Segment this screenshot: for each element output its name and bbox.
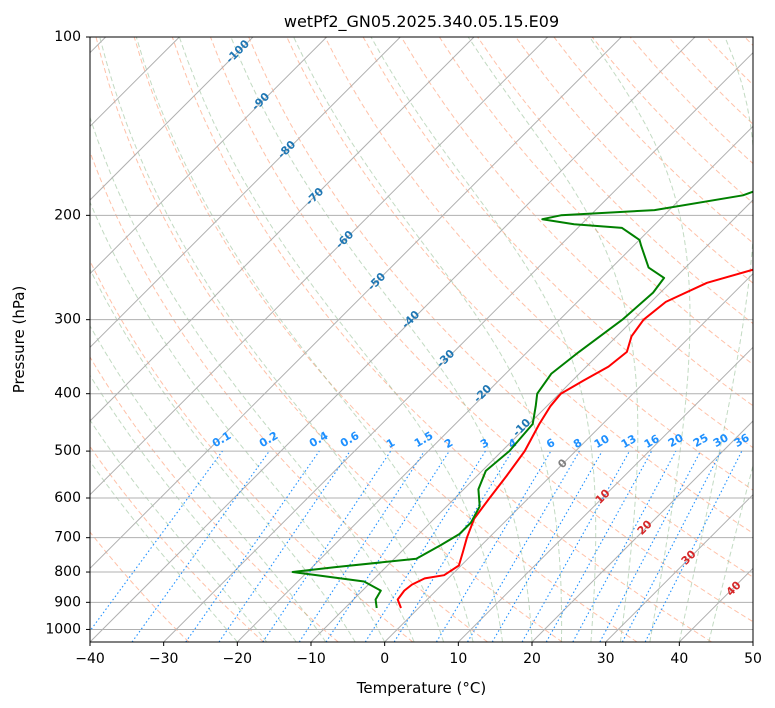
x-tick-label: −40 <box>75 651 105 667</box>
moist-adiabat <box>90 324 327 642</box>
mixing-ratio-line <box>545 450 653 642</box>
isotherm <box>605 493 753 642</box>
moist-adiabat <box>678 37 753 642</box>
moist-adiabat <box>99 37 445 642</box>
isotherm <box>90 37 254 201</box>
dry-adiabat <box>324 37 753 491</box>
moist-adiabat <box>589 37 691 642</box>
y-tick-label: 1000 <box>45 621 81 637</box>
moist-adiabat <box>708 463 753 642</box>
isotherm <box>457 346 753 642</box>
dry-adiabat <box>90 356 339 642</box>
x-tick-label: 20 <box>523 651 541 667</box>
isotherm <box>236 125 753 642</box>
chart-title: wetPf2_GN05.2025.340.05.15.E09 <box>284 12 559 32</box>
dry-adiabat <box>95 37 563 642</box>
moist-adiabat <box>90 268 356 642</box>
dry-adiabat <box>438 37 753 366</box>
dry-adiabat <box>248 37 753 578</box>
x-tick-label: −30 <box>149 651 179 667</box>
isotherm <box>531 420 753 642</box>
moist-adiabat <box>90 201 386 642</box>
y-tick-label: 800 <box>54 564 81 580</box>
moist-adiabat <box>90 115 415 642</box>
y-tick-label: 100 <box>54 29 81 45</box>
y-tick-label: 500 <box>54 443 81 459</box>
moist-adiabat <box>90 374 297 642</box>
mixing-ratio-line <box>393 450 513 642</box>
isotherm <box>90 37 549 496</box>
mixing-ratio-line <box>218 450 351 642</box>
isotherm <box>310 199 753 642</box>
x-tick-label: 0 <box>380 651 389 667</box>
mixing-ratio-line <box>435 450 552 642</box>
mixing-ratio-line <box>364 450 486 642</box>
y-tick-label: 600 <box>54 490 81 506</box>
dry-adiabat <box>210 37 753 623</box>
y-tick-label: 700 <box>54 530 81 546</box>
y-tick-label: 300 <box>54 312 81 328</box>
dry-adiabat <box>515 37 753 284</box>
x-tick-label: 40 <box>670 651 688 667</box>
dry-adiabat <box>90 531 190 642</box>
x-tick-label: −20 <box>223 651 253 667</box>
moist-adiabat <box>230 37 533 642</box>
mixing-ratio-line <box>185 450 320 642</box>
moist-adiabat <box>467 37 639 642</box>
dry-adiabat <box>90 445 264 642</box>
x-axis-label: Temperature (°C) <box>356 679 486 697</box>
x-tick-label: 10 <box>449 651 467 667</box>
x-tick-label: 50 <box>744 651 762 667</box>
moist-adiabat <box>90 419 268 642</box>
isotherm <box>90 37 696 642</box>
moist-adiabat <box>178 37 503 642</box>
mixing-ratio-line <box>572 450 677 642</box>
moist-adiabat <box>90 460 238 642</box>
x-tick-label: 30 <box>597 651 615 667</box>
y-tick-label: 900 <box>54 594 81 610</box>
plot-frame <box>89 36 754 643</box>
mixing-ratio-line <box>521 450 630 642</box>
mixing-ratio-line <box>325 450 450 642</box>
y-tick-label: 200 <box>54 207 81 223</box>
dry-adiabat <box>400 37 753 407</box>
isotherm <box>90 37 475 422</box>
mixing-ratio-line <box>467 450 580 642</box>
y-tick-label: 400 <box>54 386 81 402</box>
isotherm <box>90 37 401 349</box>
dry-adiabat <box>133 37 638 642</box>
y-axis-label: Pressure (hPa) <box>10 286 28 394</box>
x-tick-label: −10 <box>296 651 326 667</box>
isotherm <box>384 272 753 642</box>
isotherm <box>163 51 753 642</box>
temperature-profile <box>396 268 753 609</box>
isotherm <box>90 37 622 570</box>
dry-adiabat <box>90 150 488 642</box>
dewpoint-profile <box>291 190 753 609</box>
isotherm <box>90 37 328 275</box>
moist-adiabat <box>370 37 597 642</box>
mixing-ratio-line <box>491 450 603 642</box>
